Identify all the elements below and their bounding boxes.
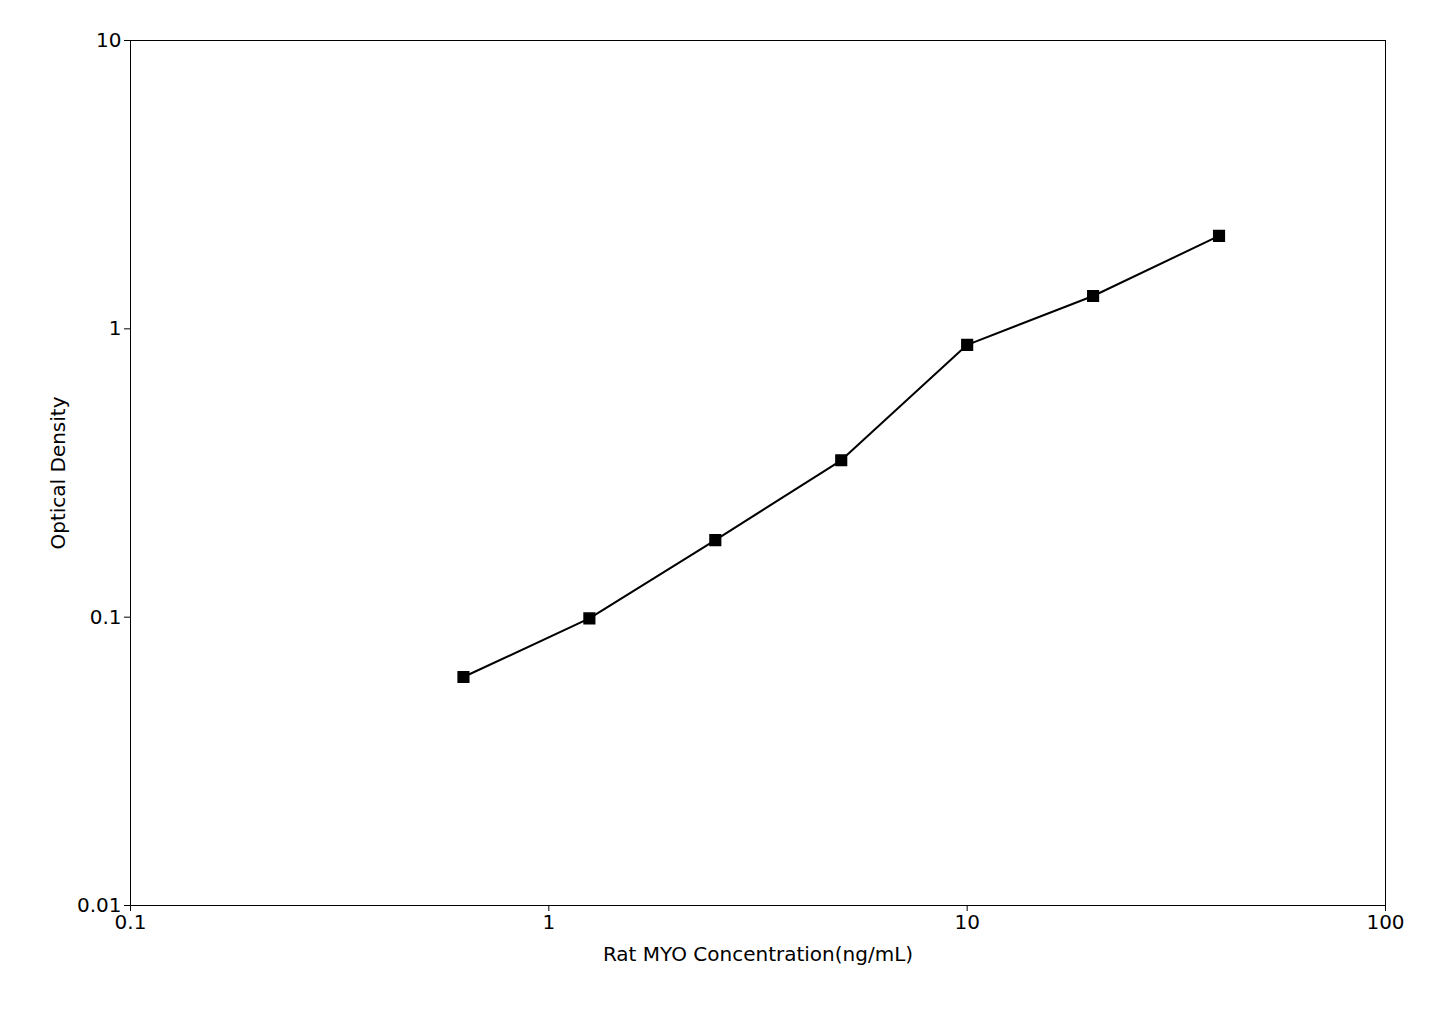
svg-text:1: 1 bbox=[542, 910, 555, 934]
svg-text:1: 1 bbox=[109, 316, 122, 340]
svg-text:0.1: 0.1 bbox=[114, 909, 147, 934]
svg-text:Optical Density: Optical Density bbox=[46, 396, 70, 549]
svg-text:100: 100 bbox=[1366, 910, 1404, 934]
svg-text:10: 10 bbox=[954, 910, 979, 934]
svg-text:Rat MYO Concentration(ng/mL): Rat MYO Concentration(ng/mL) bbox=[603, 942, 913, 966]
svg-text:0.01: 0.01 bbox=[77, 893, 122, 917]
svg-text:0.1: 0.1 bbox=[90, 605, 122, 629]
svg-text:10: 10 bbox=[96, 28, 121, 52]
